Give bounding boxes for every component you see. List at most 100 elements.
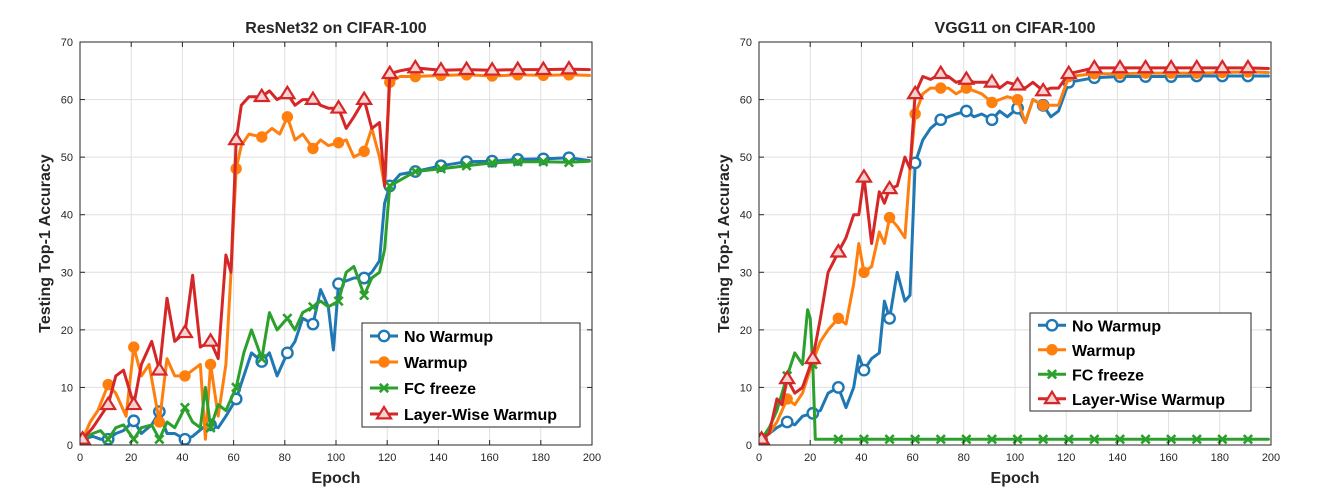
data-point: [435, 163, 447, 174]
data-point: [333, 295, 344, 307]
x-tick-label: 140: [429, 452, 447, 464]
data-point: [858, 266, 870, 278]
x-tick-label: 40: [176, 452, 188, 464]
y-tick-label: 70: [61, 37, 73, 49]
legend-marker: [1046, 369, 1058, 380]
data-point: [1187, 58, 1206, 74]
legend-marker: [1046, 344, 1058, 356]
y-tick-label: 60: [740, 95, 752, 107]
data-point: [1140, 434, 1151, 445]
x-tick-label: 20: [804, 452, 816, 464]
data-point: [986, 96, 998, 109]
y-tick-label: 0: [67, 440, 73, 452]
data-point: [355, 90, 374, 106]
y-tick-label: 40: [740, 210, 752, 222]
data-point: [153, 416, 166, 428]
data-point: [857, 363, 871, 377]
data-point: [406, 58, 425, 74]
data-point: [384, 180, 395, 192]
legend-label: No Warmup: [404, 329, 493, 346]
y-tick-label: 20: [61, 325, 73, 337]
data-point: [778, 369, 797, 385]
legend-label: Warmup: [404, 355, 468, 372]
series-line-2: [81, 73, 591, 441]
data-point: [935, 434, 946, 445]
data-point: [906, 84, 925, 100]
data-point: [256, 353, 267, 364]
data-point: [179, 402, 191, 413]
chart-title: VGG11 on CIFAR-100: [935, 20, 1096, 37]
x-tick-label: 180: [532, 452, 550, 464]
x-tick-label: 200: [1262, 452, 1280, 464]
data-point: [307, 142, 319, 155]
data-point: [103, 434, 114, 445]
legend-label: Warmup: [1072, 343, 1136, 360]
y-tick-label: 70: [740, 37, 752, 49]
y-tick-label: 20: [740, 325, 752, 337]
data-point: [831, 381, 845, 394]
data-point: [1242, 434, 1254, 445]
data-point: [1085, 58, 1104, 74]
data-point: [1008, 76, 1027, 91]
data-point: [329, 99, 348, 114]
legend: No Warmup Warmup FC freeze Layer-Wise Warmu…: [1029, 312, 1252, 412]
x-tick-label: 100: [1006, 452, 1024, 464]
data-point: [534, 60, 553, 76]
data-point: [280, 346, 294, 360]
data-point: [483, 61, 502, 76]
data-point: [201, 332, 220, 347]
data-point: [759, 430, 771, 445]
data-point: [508, 60, 527, 76]
x-tick-label: 200: [583, 452, 601, 464]
data-point: [227, 130, 246, 146]
y-tick-label: 30: [740, 267, 752, 279]
x-tick-label: 20: [125, 452, 137, 464]
legend-box: [361, 322, 581, 428]
data-point: [780, 415, 794, 429]
data-point: [1034, 81, 1053, 97]
data-point: [303, 90, 322, 106]
x-tick-label: 0: [756, 452, 762, 464]
data-point: [359, 290, 370, 301]
chart-panel-2: 0 20 40 60 80 100 120 140 160 180 200 0 10 20 30 40 50 60…: [716, 20, 1280, 487]
legend-label: Layer-Wise Warmup: [404, 407, 557, 424]
data-point: [829, 243, 848, 258]
data-point: [538, 156, 549, 167]
data-point: [803, 349, 822, 365]
data-point: [512, 156, 523, 167]
data-point: [1136, 58, 1155, 74]
y-tick-label: 40: [61, 210, 73, 222]
data-point: [957, 70, 976, 85]
data-point: [854, 168, 873, 183]
x-tick-label: 160: [480, 452, 498, 464]
legend-label: FC freeze: [404, 381, 476, 398]
legend-box: [1029, 312, 1252, 412]
data-point: [431, 61, 450, 76]
legend-marker: [377, 329, 391, 343]
data-point: [986, 434, 998, 445]
x-tick-label: 80: [958, 452, 970, 464]
data-point: [256, 131, 268, 143]
data-point: [99, 395, 118, 411]
data-point: [150, 361, 169, 376]
data-point: [252, 87, 271, 103]
ticks: 0 20 40 60 80 100 120 140 160 180 200 0 10 20 30 40 50 60…: [61, 37, 601, 464]
data-point: [204, 358, 217, 371]
legend-marker: [1045, 318, 1059, 332]
x-tick-label: 140: [1108, 452, 1126, 464]
data-point: [124, 395, 143, 411]
data-point: [883, 311, 896, 325]
data-point: [559, 59, 578, 75]
data-point: [1038, 434, 1049, 445]
legend: No Warmup Warmup FC freeze Layer-Wise Warmu…: [361, 322, 581, 428]
x-tick-label: 160: [1159, 452, 1177, 464]
data-point: [80, 430, 92, 445]
data-point: [1238, 58, 1257, 74]
data-point: [410, 166, 421, 177]
legend-label: No Warmup: [1072, 318, 1161, 335]
series-line-4: [81, 66, 591, 441]
data-point: [880, 179, 899, 195]
data-point: [1110, 58, 1129, 74]
ticks: 0 20 40 60 80 100 120 140 160 180 200 0 10 20 30 40 50 60…: [740, 37, 1280, 464]
data-point: [931, 64, 950, 80]
